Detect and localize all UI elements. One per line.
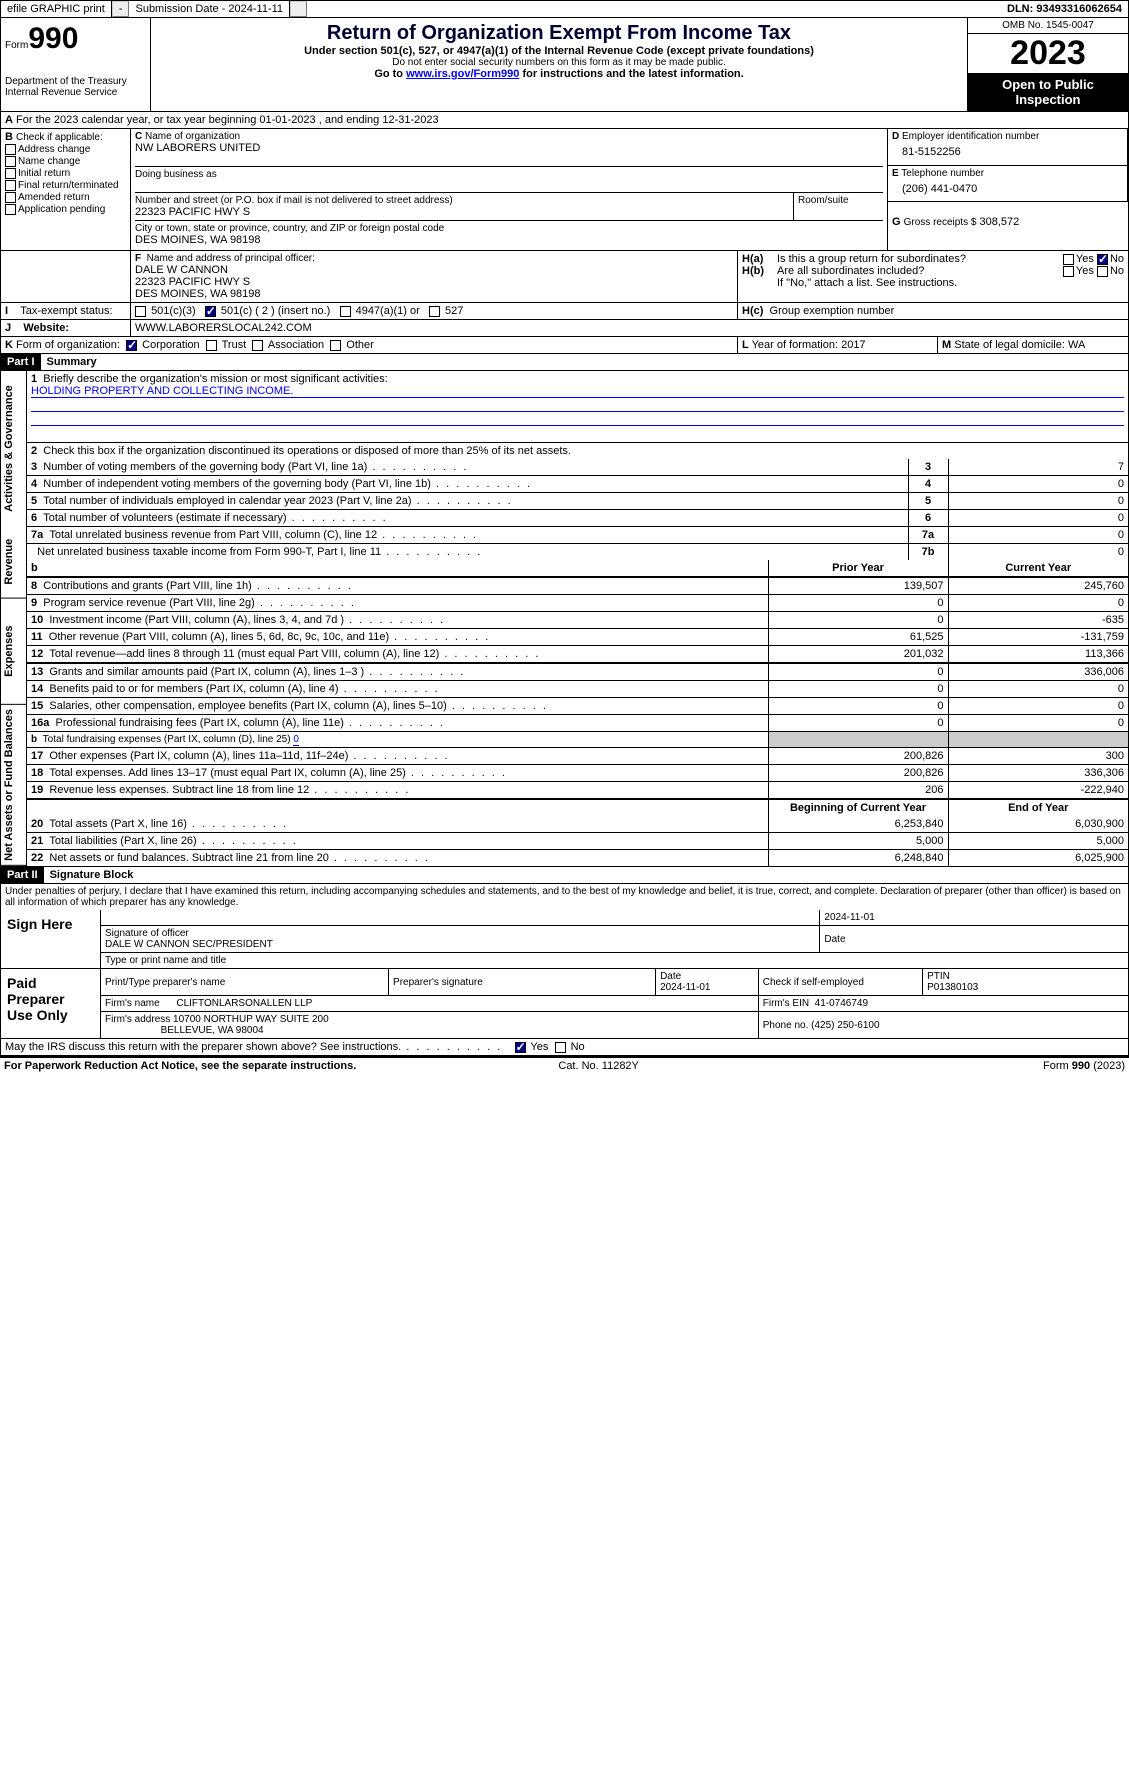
prep-date: 2024-11-01 xyxy=(660,982,710,993)
ein: 81-5152256 xyxy=(892,142,1123,162)
officer-addr2: DES MOINES, WA 98198 xyxy=(135,288,733,300)
org-name: NW LABORERS UNITED xyxy=(135,142,883,154)
check-ha-no[interactable] xyxy=(1097,254,1108,265)
firm-phone: (425) 250-6100 xyxy=(811,1020,879,1031)
section-bcdefgh: B Check if applicable: Address change Na… xyxy=(0,129,1129,251)
check-4947[interactable] xyxy=(340,306,351,317)
form-header: Form990 Department of the Treasury Inter… xyxy=(0,18,1129,112)
check-discuss-yes[interactable] xyxy=(515,1042,526,1053)
check-hb-no[interactable] xyxy=(1097,266,1108,277)
org-address: 22323 PACIFIC HWY S xyxy=(135,206,793,218)
vtab-netassets: Net Assets or Fund Balances xyxy=(1,705,26,866)
efile-label: efile GRAPHIC print xyxy=(1,1,112,17)
officer-signature: DALE W CANNON SEC/PRESIDENT xyxy=(105,939,273,950)
check-address-change[interactable] xyxy=(5,144,16,155)
check-ha-yes[interactable] xyxy=(1063,254,1074,265)
mission: HOLDING PROPERTY AND COLLECTING INCOME. xyxy=(31,385,1124,398)
check-527[interactable] xyxy=(429,306,440,317)
check-501c[interactable] xyxy=(205,306,216,317)
ssn-note: Do not enter social security numbers on … xyxy=(155,57,963,68)
dln: DLN: 93493316062654 xyxy=(1001,1,1128,17)
form-title: Return of Organization Exempt From Incom… xyxy=(155,22,963,45)
part2-header: Part II xyxy=(1,867,44,883)
officer-addr1: 22323 PACIFIC HWY S xyxy=(135,276,733,288)
penalties-text: Under penalties of perjury, I declare th… xyxy=(0,884,1129,910)
sign-here-label: Sign Here xyxy=(1,910,101,968)
check-application-pending[interactable] xyxy=(5,204,16,215)
form-word: Form xyxy=(5,40,28,51)
firm-ein: 41-0746749 xyxy=(815,998,868,1009)
line-a: For the 2023 calendar year, or tax year … xyxy=(16,114,439,126)
dept-label: Department of the Treasury Internal Reve… xyxy=(5,76,146,98)
ptin: P01380103 xyxy=(927,982,978,993)
check-discuss-no[interactable] xyxy=(555,1042,566,1053)
blank-button[interactable] xyxy=(290,1,307,17)
form-subtitle: Under section 501(c), 527, or 4947(a)(1)… xyxy=(155,45,963,57)
phone: (206) 441-0470 xyxy=(892,179,1123,199)
check-hb-yes[interactable] xyxy=(1063,266,1074,277)
vtab-revenue: Revenue xyxy=(1,526,26,599)
check-other[interactable] xyxy=(330,340,341,351)
firm-addr2: BELLEVUE, WA 98004 xyxy=(161,1025,264,1036)
state-domicile: WA xyxy=(1068,339,1085,351)
paperwork-notice: For Paperwork Reduction Act Notice, see … xyxy=(4,1060,356,1072)
firm-addr1: 10700 NORTHUP WAY SUITE 200 xyxy=(173,1014,329,1025)
org-city: DES MOINES, WA 98198 xyxy=(135,234,883,246)
top-toolbar: efile GRAPHIC print - Submission Date - … xyxy=(0,0,1129,18)
open-public: Open to Public Inspection xyxy=(968,73,1128,111)
summary-grid: Activities & Governance Revenue Expenses… xyxy=(0,371,1129,867)
check-amended-return[interactable] xyxy=(5,192,16,203)
form-footer: Form 990 (2023) xyxy=(1043,1060,1125,1072)
cat-no: Cat. No. 11282Y xyxy=(558,1060,639,1072)
officer-name: DALE W CANNON xyxy=(135,264,733,276)
check-initial-return[interactable] xyxy=(5,168,16,179)
firm-name: CLIFTONLARSONALLEN LLP xyxy=(176,998,312,1009)
vtab-expenses: Expenses xyxy=(1,598,26,705)
gross-receipts: 308,572 xyxy=(980,216,1020,228)
check-name-change[interactable] xyxy=(5,156,16,167)
check-association[interactable] xyxy=(252,340,263,351)
irs-link[interactable]: www.irs.gov/Form990 xyxy=(406,68,519,80)
vtab-governance: Activities & Governance xyxy=(1,371,26,526)
paid-preparer-label: Paid Preparer Use Only xyxy=(1,969,101,1038)
check-trust[interactable] xyxy=(206,340,217,351)
website: WWW.LABORERSLOCAL242.COM xyxy=(131,320,1128,336)
part1-header: Part I xyxy=(1,354,41,370)
check-501c3[interactable] xyxy=(135,306,146,317)
submission-date: Submission Date - 2024-11-11 xyxy=(129,1,290,17)
omb-number: OMB No. 1545-0047 xyxy=(968,18,1128,34)
form-number: 990 xyxy=(28,22,78,55)
print-button[interactable]: - xyxy=(112,1,130,17)
year-formation: 2017 xyxy=(841,339,865,351)
check-final-return[interactable] xyxy=(5,180,16,191)
sign-date: 2024-11-01 xyxy=(820,910,1128,926)
check-corporation[interactable] xyxy=(126,340,137,351)
tax-year: 2023 xyxy=(968,34,1128,73)
